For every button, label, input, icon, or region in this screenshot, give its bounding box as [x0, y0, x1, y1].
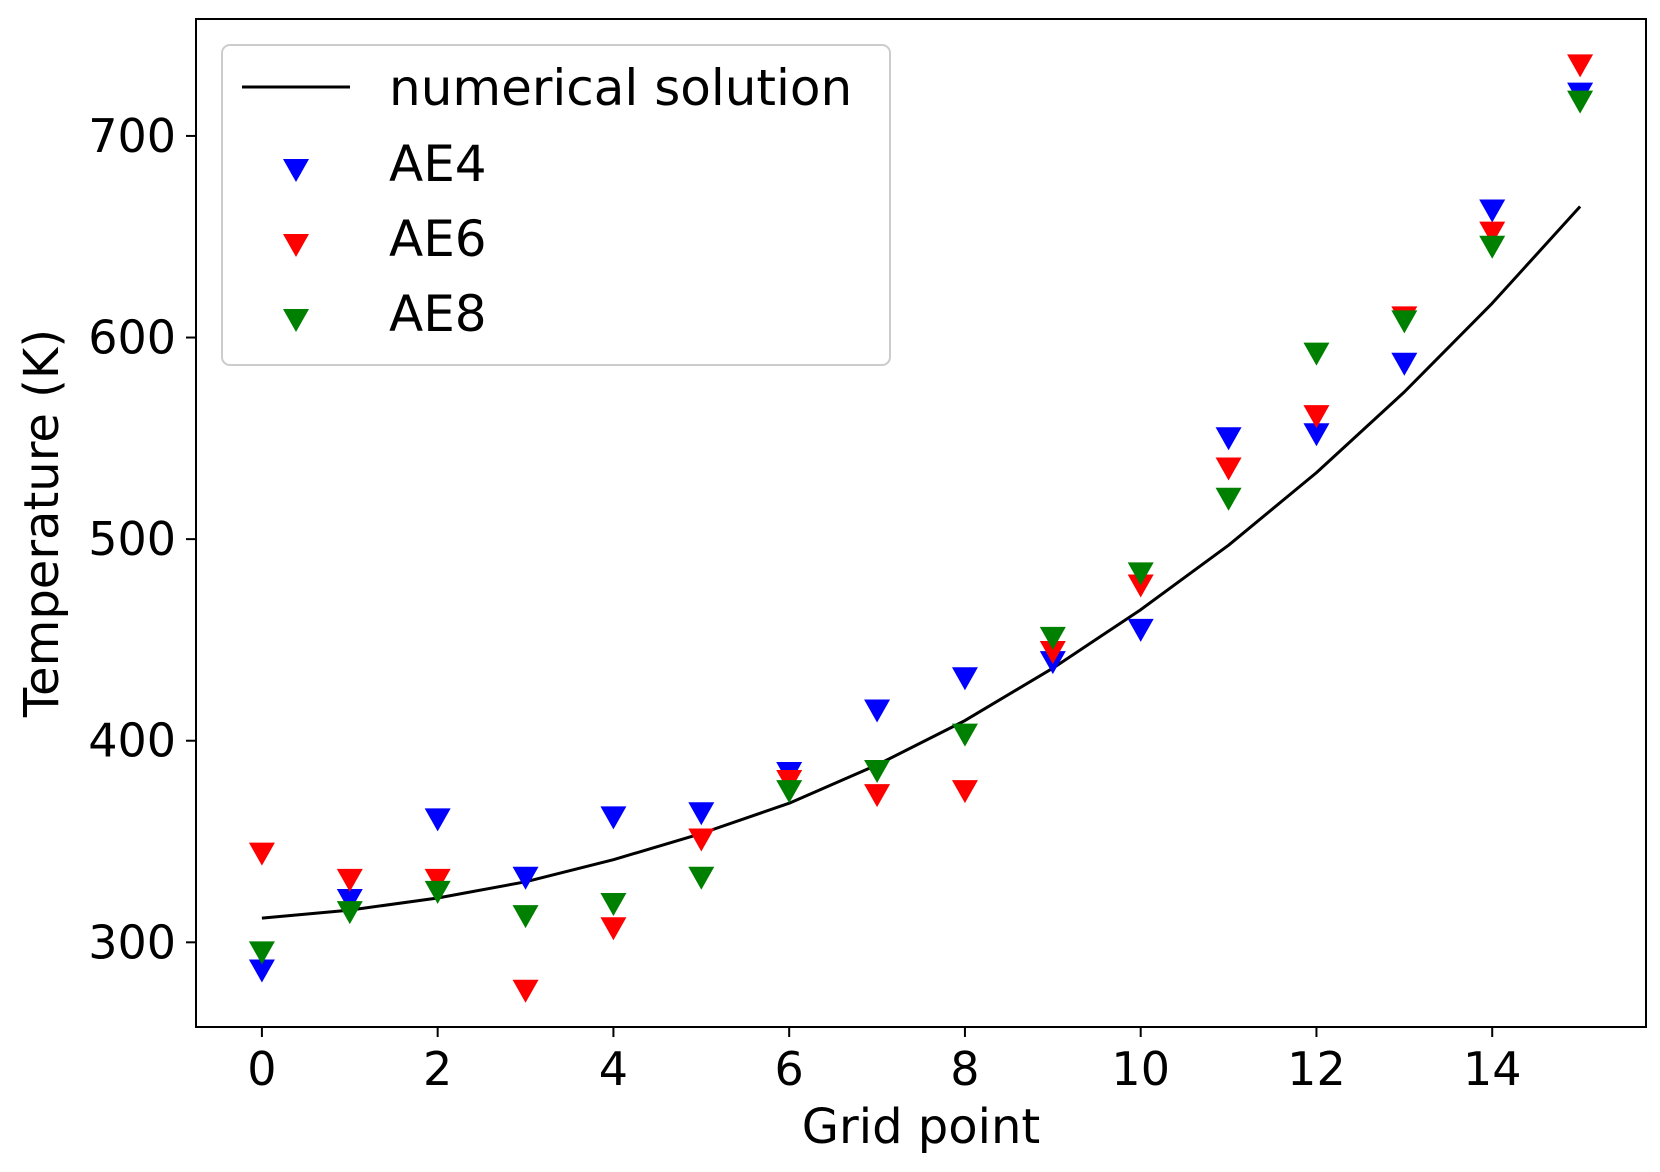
legend-label-ae4: AE4 — [389, 135, 487, 193]
point-ae6 — [1127, 574, 1154, 598]
point-ae6 — [512, 979, 539, 1003]
point-ae4 — [512, 866, 539, 890]
point-ae8 — [336, 901, 363, 925]
point-ae4 — [1215, 427, 1242, 451]
x-tick-label: 2 — [423, 1042, 452, 1096]
point-ae4 — [688, 802, 715, 826]
legend-label-ae6: AE6 — [389, 210, 487, 268]
point-ae8 — [1215, 487, 1242, 511]
y-tick-label: 700 — [88, 109, 176, 163]
point-ae4 — [248, 959, 275, 983]
point-ae8 — [864, 759, 891, 783]
y-tick-label: 300 — [88, 915, 176, 969]
point-ae6 — [951, 780, 978, 804]
point-ae4 — [600, 806, 627, 830]
point-ae6 — [1303, 405, 1330, 429]
legend: numerical solution AE4 AE6 AE8 — [221, 44, 891, 366]
point-ae4 — [424, 808, 451, 832]
axes-frame — [195, 18, 1647, 1028]
legend-marker-ae6 — [283, 234, 309, 257]
point-ae6 — [336, 868, 363, 892]
point-ae6 — [1567, 54, 1594, 78]
x-tick-label: 14 — [1463, 1042, 1522, 1096]
point-ae6 — [864, 784, 891, 808]
point-ae8 — [1479, 235, 1506, 259]
point-ae6 — [424, 868, 451, 892]
y-axis-label: Temperature (K) — [14, 329, 70, 718]
plot-area — [248, 54, 1594, 1003]
point-ae4 — [864, 699, 891, 723]
legend-frame — [221, 44, 891, 366]
point-ae8 — [1039, 626, 1066, 650]
point-ae8 — [1567, 90, 1594, 114]
x-tick-label: 0 — [247, 1042, 276, 1096]
point-ae4 — [336, 888, 363, 912]
x-tick-label: 12 — [1287, 1042, 1346, 1096]
x-tick-label: 4 — [599, 1042, 628, 1096]
axis-ticks: 0 2 4 6 8 10 12 14 300 400 500 600 700 — [88, 109, 1521, 1096]
series-ae8 — [248, 90, 1594, 965]
x-tick-label: 10 — [1111, 1042, 1170, 1096]
point-ae8 — [424, 880, 451, 904]
point-ae4 — [1479, 199, 1506, 223]
series-line-numerical-solution — [261, 205, 1582, 920]
point-ae8 — [1127, 562, 1154, 586]
point-ae6 — [248, 842, 275, 866]
legend-marker-ae4 — [283, 159, 309, 182]
point-ae6 — [688, 828, 715, 852]
legend-marker-ae8 — [283, 309, 309, 332]
point-ae4 — [1391, 352, 1418, 376]
y-tick-label: 400 — [88, 714, 176, 768]
legend-label-numerical-solution: numerical solution — [389, 59, 852, 117]
point-ae8 — [776, 780, 803, 804]
point-ae4 — [1127, 618, 1154, 642]
point-ae6 — [1039, 641, 1066, 665]
point-ae6 — [1479, 221, 1506, 245]
y-tick-label: 500 — [88, 512, 176, 566]
point-ae4 — [951, 667, 978, 691]
point-ae4 — [1303, 423, 1330, 447]
point-ae8 — [600, 893, 627, 917]
x-tick-label: 6 — [775, 1042, 804, 1096]
y-tick-label: 600 — [88, 311, 176, 365]
point-ae6 — [600, 917, 627, 941]
point-ae8 — [688, 866, 715, 890]
point-ae8 — [512, 905, 539, 929]
point-ae8 — [248, 941, 275, 965]
point-ae6 — [1215, 457, 1242, 481]
point-ae8 — [1391, 310, 1418, 334]
point-ae8 — [1303, 342, 1330, 366]
x-tick-label: 8 — [950, 1042, 979, 1096]
x-axis-label: Grid point — [802, 1099, 1040, 1155]
legend-label-ae8: AE8 — [389, 285, 487, 343]
point-ae8 — [951, 723, 978, 747]
